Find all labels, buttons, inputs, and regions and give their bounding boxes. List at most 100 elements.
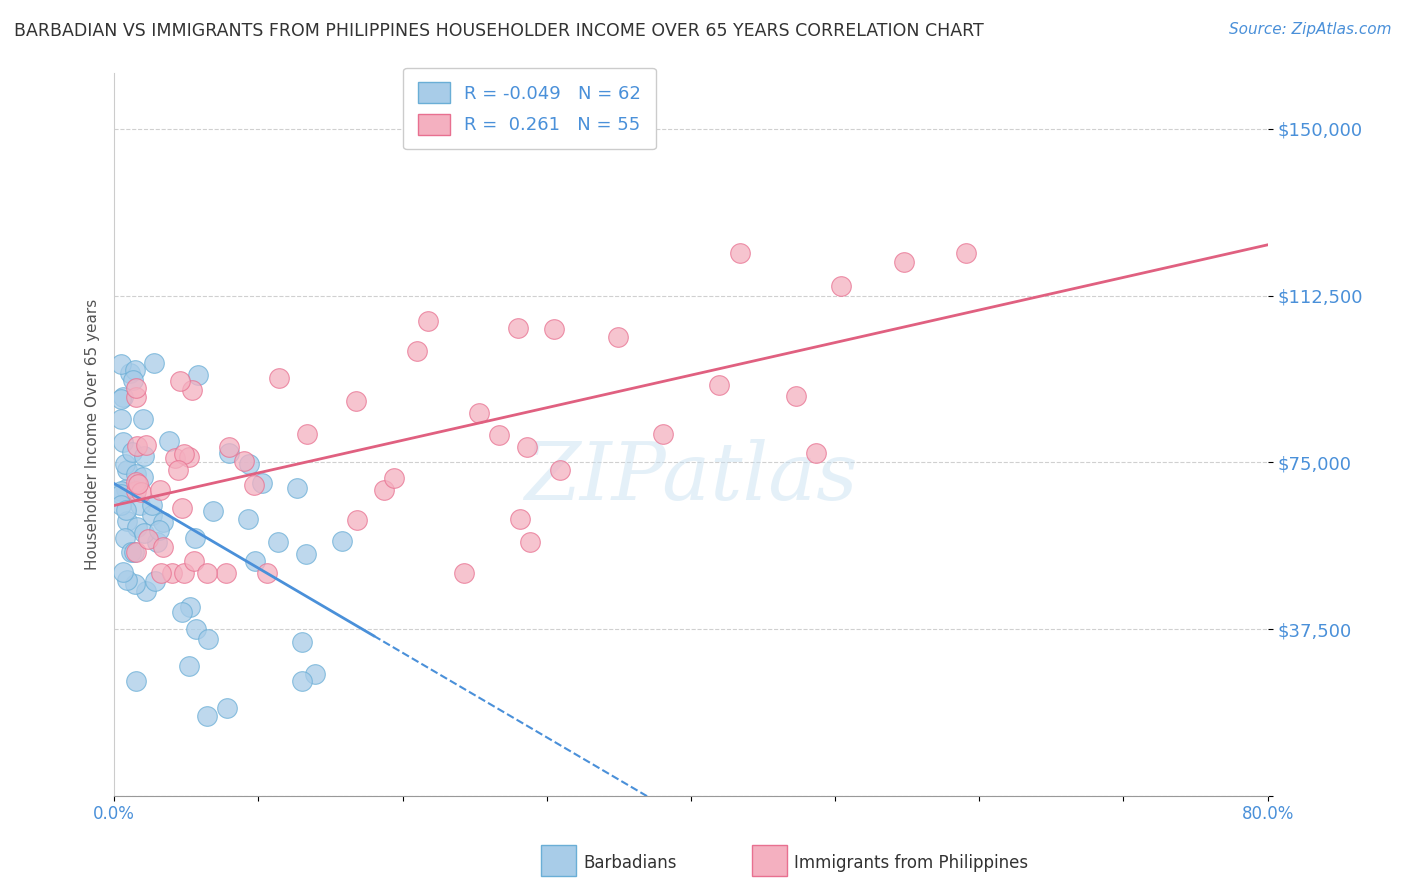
Point: [166, 463, 188, 477]
Point: [125, 674, 148, 689]
Point: [330, 533, 353, 548]
Point: [173, 447, 195, 461]
Point: [110, 412, 132, 426]
Point: [488, 427, 510, 442]
Point: [238, 457, 260, 471]
Point: [508, 320, 530, 334]
Point: [256, 566, 278, 581]
Point: [112, 434, 135, 449]
Point: [120, 545, 142, 559]
Point: [125, 544, 148, 558]
Point: [344, 393, 367, 408]
Point: [162, 566, 184, 581]
Point: [607, 330, 630, 344]
Point: [143, 356, 166, 370]
Point: [183, 554, 205, 568]
Point: [179, 658, 201, 673]
Point: [548, 463, 571, 477]
Point: [543, 322, 565, 336]
Point: [129, 484, 152, 499]
Point: [652, 426, 675, 441]
Point: [115, 573, 138, 587]
Point: [250, 475, 273, 490]
Point: [291, 673, 314, 688]
Point: [728, 246, 751, 260]
Point: [172, 501, 194, 516]
Point: [295, 547, 318, 561]
Point: [135, 583, 157, 598]
Text: BARBADIAN VS IMMIGRANTS FROM PHILIPPINES HOUSEHOLDER INCOME OVER 65 YEARS CORREL: BARBADIAN VS IMMIGRANTS FROM PHILIPPINES…: [14, 22, 984, 40]
Point: [304, 667, 326, 681]
Point: [163, 450, 186, 465]
Point: [124, 362, 146, 376]
Point: [111, 391, 134, 405]
Point: [152, 540, 174, 554]
Point: [181, 383, 204, 397]
Point: [135, 438, 157, 452]
Point: [709, 377, 731, 392]
Point: [785, 389, 807, 403]
Point: [346, 513, 368, 527]
Point: [120, 366, 142, 380]
Point: [132, 449, 155, 463]
Point: [117, 463, 139, 477]
Text: ZIPatlas: ZIPatlas: [524, 439, 858, 516]
Point: [115, 503, 138, 517]
Point: [114, 532, 136, 546]
Point: [195, 708, 218, 723]
Point: [218, 440, 240, 454]
Point: [148, 524, 170, 538]
Text: Barbadians: Barbadians: [583, 854, 678, 871]
Point: [110, 484, 132, 499]
Point: [183, 531, 205, 545]
Point: [125, 475, 148, 489]
Point: [509, 512, 531, 526]
Point: [187, 368, 209, 383]
Point: [382, 471, 405, 485]
Point: [125, 520, 148, 534]
Point: [295, 426, 318, 441]
Point: [243, 478, 266, 492]
Point: [218, 446, 240, 460]
Point: [405, 343, 427, 358]
Point: [157, 434, 180, 448]
Point: [131, 470, 153, 484]
Text: Source: ZipAtlas.com: Source: ZipAtlas.com: [1229, 22, 1392, 37]
Point: [893, 255, 915, 269]
Point: [177, 450, 200, 465]
Point: [830, 278, 852, 293]
Text: Immigrants from Philippines: Immigrants from Philippines: [794, 854, 1029, 871]
Point: [195, 566, 218, 581]
Point: [955, 246, 977, 260]
Legend: R = -0.049   N = 62, R =  0.261   N = 55: R = -0.049 N = 62, R = 0.261 N = 55: [404, 68, 655, 149]
Point: [115, 514, 138, 528]
Point: [110, 357, 132, 371]
Point: [132, 411, 155, 425]
Point: [291, 635, 314, 649]
Point: [127, 477, 149, 491]
Point: [115, 482, 138, 496]
Point: [215, 566, 238, 581]
Point: [150, 566, 173, 581]
Point: [125, 390, 148, 404]
Point: [110, 498, 132, 512]
Point: [169, 374, 191, 388]
Point: [197, 632, 219, 647]
Point: [138, 532, 160, 546]
Point: [267, 370, 290, 384]
Point: [170, 605, 193, 619]
Point: [125, 483, 148, 498]
Point: [179, 600, 201, 615]
Point: [127, 439, 149, 453]
Point: [125, 381, 148, 395]
Point: [267, 534, 290, 549]
Point: [285, 481, 308, 495]
Point: [110, 392, 132, 406]
Point: [149, 483, 172, 497]
Point: [173, 566, 195, 581]
Point: [806, 446, 828, 460]
Point: [243, 554, 266, 568]
Point: [122, 373, 145, 387]
Point: [129, 498, 152, 512]
Point: [215, 701, 238, 715]
